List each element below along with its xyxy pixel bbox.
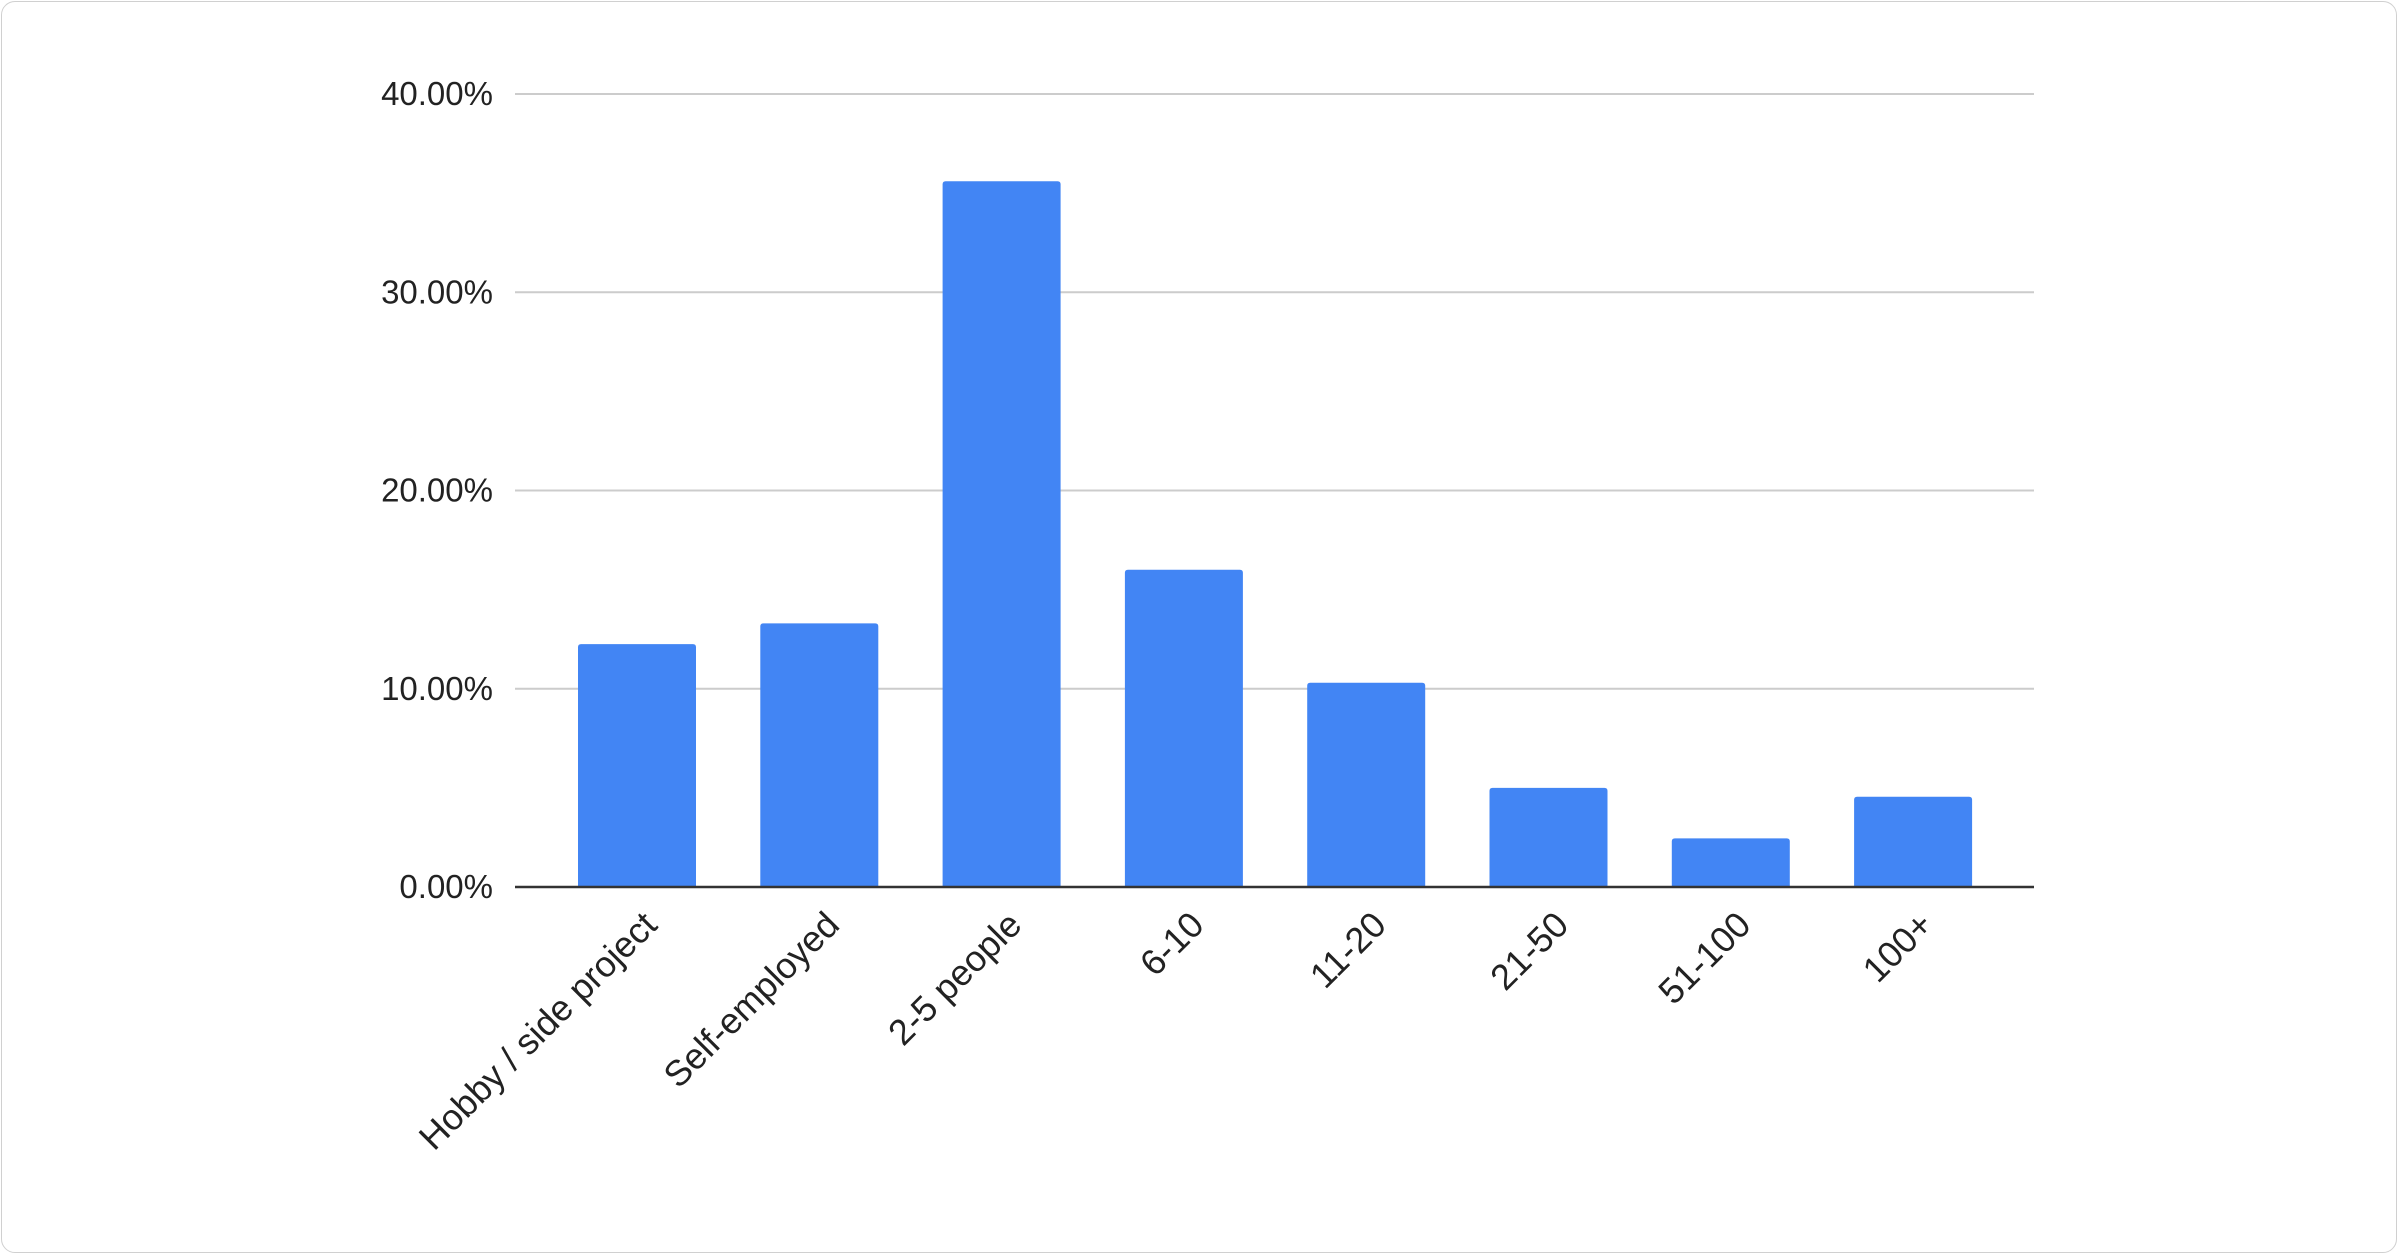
bar bbox=[1307, 682, 1426, 887]
x-category-label: 100+ bbox=[1854, 904, 1940, 990]
y-tick-label: 20.00% bbox=[381, 472, 493, 509]
y-tick-label: 0.00% bbox=[399, 868, 493, 905]
bar bbox=[1124, 569, 1243, 887]
bar bbox=[1854, 796, 1973, 887]
y-tick-label: 30.00% bbox=[381, 273, 493, 310]
bar bbox=[760, 623, 879, 887]
x-category-label: Self-employed bbox=[655, 904, 847, 1096]
x-category-label: Hobby / side project bbox=[411, 904, 665, 1158]
x-category-label: 6-10 bbox=[1132, 904, 1212, 984]
bar bbox=[1671, 838, 1790, 887]
bar bbox=[578, 644, 696, 887]
bar bbox=[1489, 787, 1608, 887]
bar bbox=[942, 181, 1061, 888]
x-category-label: 11-20 bbox=[1302, 904, 1394, 996]
x-category-label: 2-5 people bbox=[880, 904, 1029, 1053]
y-tick-label: 10.00% bbox=[381, 670, 493, 707]
x-category-label: 21-50 bbox=[1482, 904, 1576, 998]
y-tick-label: 40.00% bbox=[381, 75, 493, 112]
x-category-label: 51-100 bbox=[1650, 904, 1758, 1012]
